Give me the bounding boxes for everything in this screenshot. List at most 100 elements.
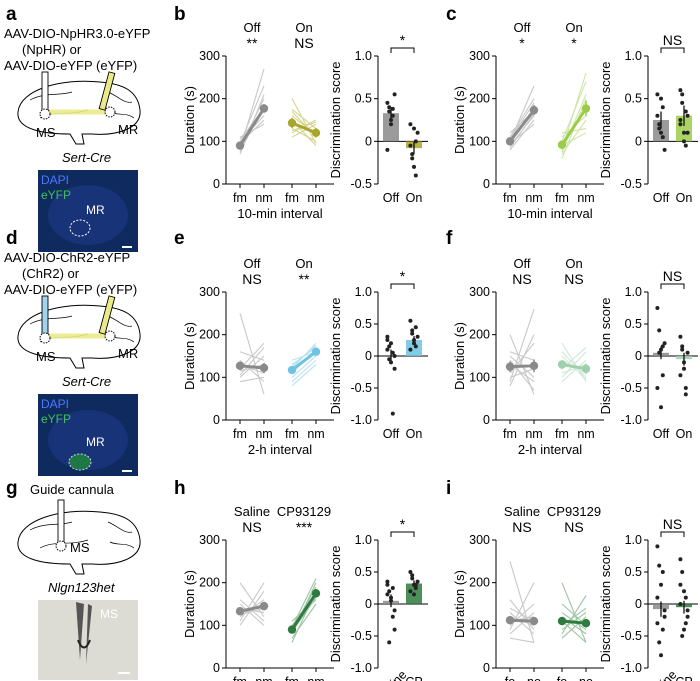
x-axis-label: 2-h interval: [248, 442, 312, 457]
data-point: [662, 147, 667, 152]
data-point: [385, 579, 390, 584]
y-axis-label: Discrimination score: [598, 61, 613, 178]
significance-bracket: [660, 47, 685, 53]
mean-line: [238, 107, 266, 147]
panel-f-label: f: [446, 228, 453, 249]
panel-a-dapi-label: DAPI: [41, 173, 69, 187]
x-tick-label: fm: [233, 427, 247, 441]
panel-d-ms-label: MS: [36, 349, 56, 364]
data-point: [392, 627, 397, 632]
individual-line: [291, 359, 317, 383]
data-point: [412, 341, 416, 346]
chart-e-score: Discrimination score -1.0 -0.5 0 0.5 1.0 Off On…: [328, 268, 428, 441]
panel-g-cannula-line: Guide cannula: [30, 482, 115, 497]
significance-label: *: [400, 268, 406, 284]
x-tick-label: On: [676, 191, 693, 205]
y-tick-label: 300: [199, 533, 220, 547]
significance-bracket: [390, 283, 415, 289]
individual-line: [291, 98, 317, 144]
data-point: [680, 92, 685, 97]
data-point: [412, 338, 416, 342]
data-point: [385, 582, 390, 587]
data-point: [390, 411, 395, 416]
panel-g-ms-label: MS: [70, 540, 90, 555]
data-point: [410, 156, 415, 161]
mean-point: [259, 104, 269, 113]
y-tick-label: 1.0: [625, 533, 642, 547]
bar: [406, 340, 422, 356]
y-tick-label: 0: [483, 413, 490, 427]
brightfield-section-icon: [38, 600, 138, 680]
y-tick-label: -1.0: [620, 661, 642, 675]
group-label: CP93129: [547, 504, 601, 519]
y-tick-label: 300: [469, 533, 490, 547]
data-point: [410, 328, 415, 333]
data-point: [655, 595, 660, 600]
x-tick-label: nm: [577, 427, 594, 441]
data-point: [657, 563, 662, 568]
individual-line: [509, 119, 535, 151]
y-tick-label: 0.5: [355, 92, 372, 106]
mean-point: [311, 347, 321, 356]
data-point: [389, 595, 393, 600]
mean-point: [557, 140, 567, 149]
y-tick-label: -1.0: [350, 413, 372, 427]
data-point: [655, 113, 660, 118]
panel-b-label: b: [174, 4, 186, 25]
data-point: [659, 653, 663, 658]
x-tick-label: nm: [255, 427, 272, 441]
mean-point: [529, 105, 539, 115]
data-point: [413, 139, 418, 144]
data-point: [659, 405, 663, 410]
panel-d-region-label: MR: [86, 435, 105, 449]
individual-line: [509, 368, 535, 378]
mean-point: [259, 363, 269, 373]
data-point: [678, 118, 683, 122]
mean-point: [287, 118, 297, 128]
group-label: CP93129: [277, 504, 331, 519]
significance-bracket: [660, 283, 685, 289]
individual-line: [291, 578, 317, 628]
x-tick-label: fm: [233, 675, 247, 681]
x-tick-label: CP: [405, 675, 422, 681]
individual-line: [561, 616, 587, 635]
x-tick-label: fm: [285, 191, 299, 205]
individual-line: [239, 351, 265, 361]
bar: [383, 113, 399, 142]
y-axis-label: Duration (s): [182, 570, 197, 638]
mean-point: [311, 589, 321, 598]
individual-line: [509, 637, 535, 643]
data-point: [683, 392, 688, 397]
chart-i-score: Discrimination score -1.0 -0.5 0 0.5 1.0 Salin…: [598, 516, 698, 681]
panel-d-eyfp-label: eYFP: [41, 412, 71, 426]
chart-f-score: Discrimination score -1.0 -0.5 0 0.5 1.0 Off On…: [598, 268, 698, 441]
panel-g-label: g: [6, 478, 18, 499]
data-point: [683, 143, 688, 148]
panel-d-label: d: [6, 228, 18, 249]
x-tick-label: CP: [675, 675, 692, 681]
significance-label: NS: [663, 32, 682, 48]
data-point: [655, 92, 660, 97]
individual-line: [561, 616, 587, 639]
mean-line: [291, 350, 317, 372]
x-tick-label: fm: [555, 191, 569, 205]
individual-line: [509, 561, 535, 643]
x-tick-label: nm: [525, 191, 542, 205]
y-tick-label: 1.0: [625, 49, 642, 63]
x-tick-label: nm: [307, 191, 324, 205]
y-tick-label: 0: [213, 177, 220, 191]
group-label: Off: [513, 20, 530, 35]
data-point: [392, 92, 397, 97]
individual-line: [239, 599, 265, 622]
significance-label: NS: [242, 519, 261, 535]
x-tick-label: no: [579, 675, 593, 681]
y-tick-label: 0: [635, 134, 642, 148]
significance-bracket: [390, 531, 415, 537]
y-tick-label: -0.5: [350, 381, 372, 395]
data-point: [410, 576, 415, 581]
x-tick-label: fm: [503, 427, 517, 441]
data-point: [660, 135, 665, 140]
data-point: [655, 386, 660, 390]
